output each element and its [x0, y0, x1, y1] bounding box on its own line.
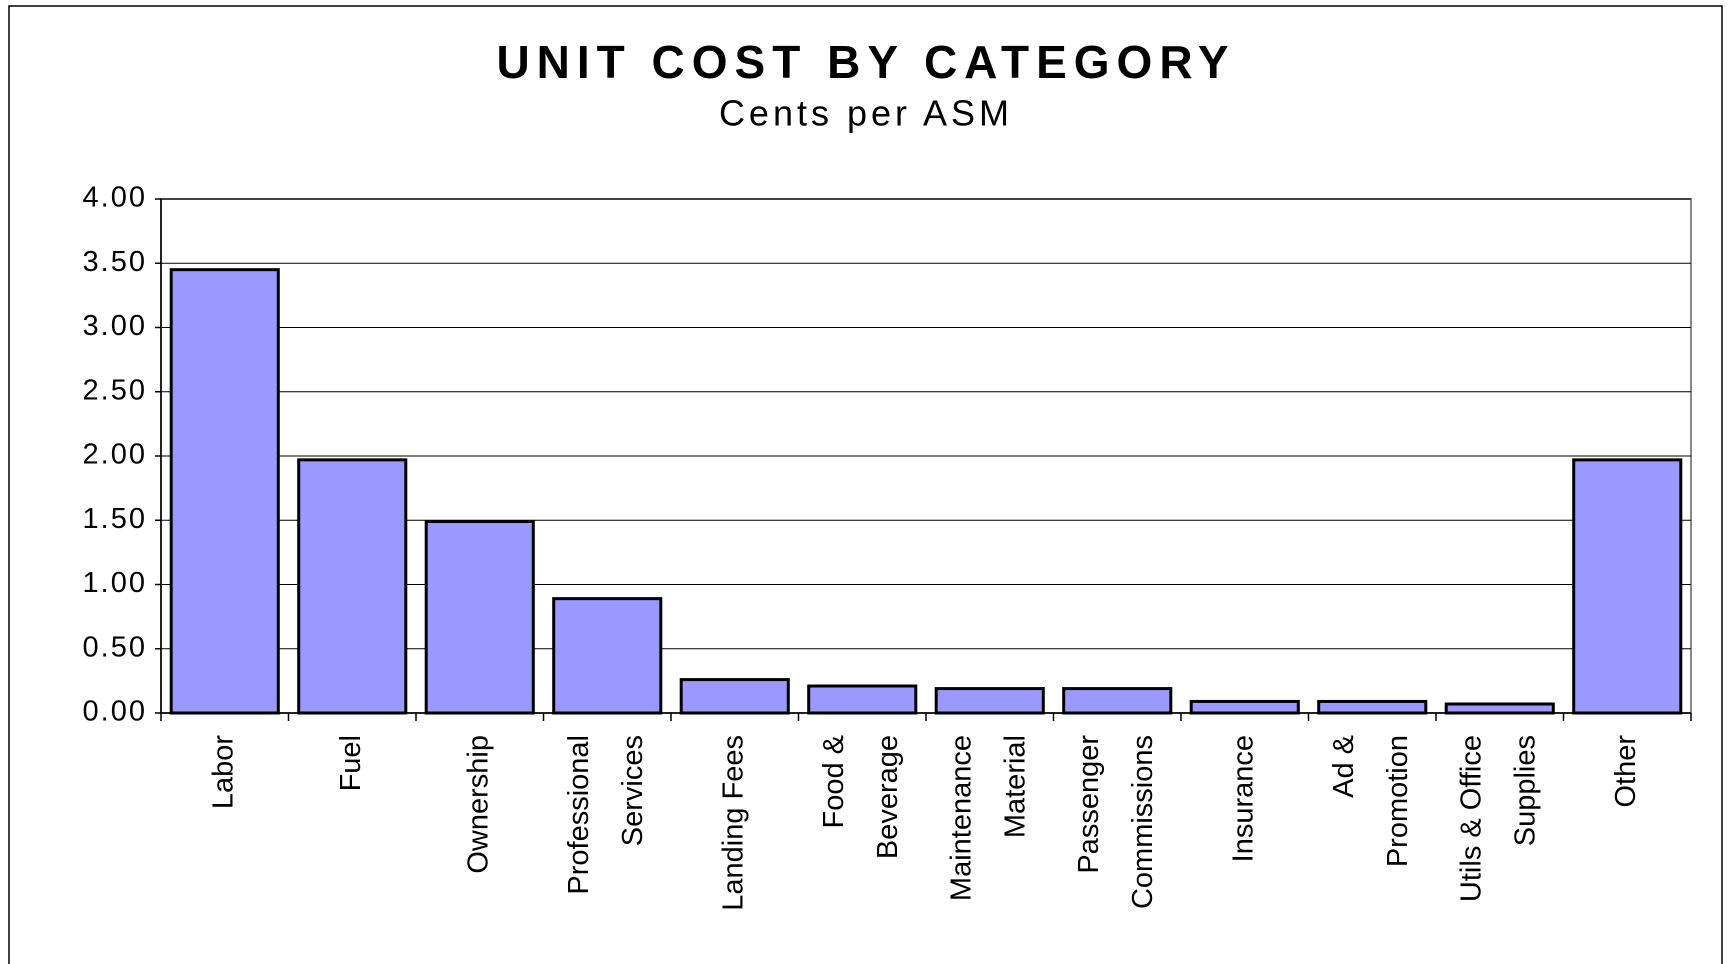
bar	[1317, 699, 1428, 715]
x-tick-label: Fuel	[335, 735, 367, 791]
y-tick-label: 3.00	[83, 310, 147, 342]
x-tick-label: Utils & Office	[1455, 735, 1487, 902]
y-tick-label: 4.00	[83, 182, 147, 214]
bar	[1572, 458, 1683, 715]
chart-frame	[8, 5, 1723, 964]
x-tick-label: Insurance	[1227, 735, 1259, 862]
bar	[424, 520, 535, 715]
x-tick-label: Professional	[563, 735, 595, 895]
x-tick-label: Commissions	[1127, 735, 1159, 909]
x-tick-label: Maintenance	[945, 735, 977, 901]
x-tick-label: Beverage	[872, 735, 904, 859]
x-tick-label: Supplies	[1509, 735, 1541, 846]
x-tick-label: Services	[617, 735, 649, 846]
bar	[1444, 702, 1555, 715]
y-tick-label: 2.00	[83, 439, 147, 471]
x-tick-label: Labor	[207, 735, 239, 810]
x-tick-label: Other	[1610, 735, 1642, 808]
bar	[807, 684, 918, 715]
chart-subtitle: Cents per ASM	[719, 93, 1013, 134]
bar	[297, 458, 408, 715]
bar	[679, 678, 790, 715]
bar	[1189, 699, 1300, 715]
y-tick-label: 1.00	[83, 567, 147, 599]
y-tick-label: 1.50	[83, 503, 147, 535]
x-tick-label: Landing Fees	[717, 735, 749, 911]
bar	[169, 268, 280, 715]
y-tick-label: 3.50	[83, 246, 147, 278]
x-tick-label: Ownership	[462, 735, 494, 874]
x-tick-label: Food &	[818, 735, 850, 829]
x-tick-label: Passenger	[1073, 735, 1105, 874]
bar	[552, 597, 663, 715]
y-tick-label: 2.50	[83, 374, 147, 406]
x-tick-label: Material	[999, 735, 1031, 838]
x-tick-label: Ad &	[1328, 735, 1360, 798]
y-tick-label: 0.00	[83, 696, 147, 728]
x-tick-label: Promotion	[1382, 735, 1414, 867]
y-tick-label: 0.50	[83, 631, 147, 663]
bar	[934, 687, 1045, 715]
chart-title: UNIT COST BY CATEGORY	[496, 36, 1235, 88]
bar	[1062, 687, 1173, 715]
